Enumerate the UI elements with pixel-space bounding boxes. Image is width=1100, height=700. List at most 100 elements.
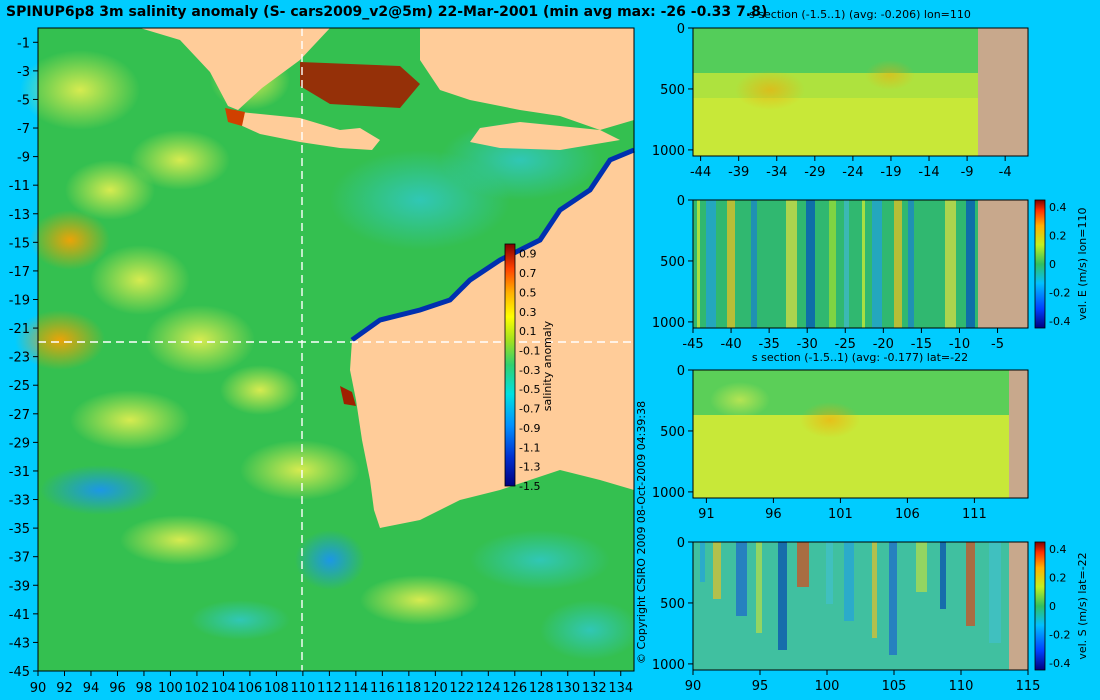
- panel4-colorbar: [1034, 541, 1046, 671]
- section-y-tick-label: 0: [677, 536, 685, 551]
- coastal-low-salinity: [350, 147, 635, 343]
- map-y-tick-label: -37: [9, 551, 30, 566]
- panel4-stripe: [736, 542, 747, 616]
- map-x-tick-label: 126: [502, 681, 527, 696]
- map-x-tick-label: 120: [423, 681, 448, 696]
- section-x-tick-label: -35: [759, 337, 780, 352]
- salinity-colorbar-ticks: 0.9 0.7 0.5 0.3 0.1 -0.1 -0.3 -0.5 -0.7 -0.9 -1.1 -…: [519, 248, 540, 493]
- java-land: [238, 112, 380, 150]
- panel2-stripe: [806, 200, 815, 328]
- panel2-stripe: [844, 200, 849, 328]
- section-x-tick-label: 106: [895, 507, 920, 522]
- panel4-stripe: [778, 542, 787, 650]
- australia-land: [350, 150, 634, 528]
- section-y-tick-label: 0: [677, 194, 685, 209]
- velocity-colorbar-tick: -0.2: [1049, 628, 1070, 641]
- panel2-stripe: [786, 200, 797, 328]
- velocity-colorbar-tick: 0.2: [1049, 230, 1067, 243]
- map-x-tick-label: 130: [555, 681, 580, 696]
- panel4-stripe: [713, 542, 721, 599]
- map-x-tick-label: 106: [237, 681, 262, 696]
- map-y-tick-label: -41: [9, 608, 30, 623]
- map-x-tick-label: 100: [158, 681, 183, 696]
- section-x-tick-label: 95: [752, 679, 769, 694]
- salinity-colorbar-tick: -1.1: [519, 441, 540, 454]
- map-y-tick-label: -39: [9, 579, 30, 594]
- salinity-colorbar-tick: -0.1: [519, 344, 540, 357]
- map-y-tick-label: -19: [9, 293, 30, 308]
- section-x-tick-label: 101: [828, 507, 853, 522]
- velocity-colorbar-tick: -0.4: [1049, 315, 1070, 328]
- map-frame: [37, 27, 635, 672]
- panel1-axes: -44 -39 -34 -29 -24 -19 -14 -9 -4 0 500 1000: [652, 22, 1012, 180]
- panel2-stripe: [872, 200, 882, 328]
- map-title: SPINUP6p8 3m salinity anomaly (S- cars20…: [6, 4, 767, 20]
- map-y-tick-label: -9: [17, 151, 30, 166]
- velocity-colorbar-tick: 0: [1049, 600, 1056, 613]
- panel2-ylabel: vel. E (m/s) lon=110: [1076, 208, 1089, 321]
- velocity-colorbar-tick: 0.4: [1049, 543, 1067, 556]
- map-x-tick-label: 132: [582, 681, 607, 696]
- map-x-tick-label: 114: [343, 681, 368, 696]
- map-y-tick-label: -25: [9, 379, 30, 394]
- copyright-text: © Copyright CSIRO 2009 08-Oct-2009 04:39…: [635, 401, 648, 664]
- section-x-tick-label: 91: [698, 507, 715, 522]
- section-x-tick-label: -14: [918, 165, 939, 180]
- salinity-colorbar-tick: 0.7: [519, 267, 537, 280]
- panel2-field: [693, 200, 1028, 328]
- salinity-colorbar-tick: -0.5: [519, 383, 540, 396]
- section-x-tick-label: -40: [720, 337, 741, 352]
- panel1-land: [978, 28, 1028, 156]
- map-y-tick-label: -31: [9, 465, 30, 480]
- section-x-tick-label: 96: [765, 507, 782, 522]
- map-x-axis: 90 92 94 96 98 100 102 104 106 108 110 112 114 116 118…: [30, 671, 633, 696]
- panel4-stripe: [872, 542, 877, 638]
- panel3-s-section-lat-22: [692, 369, 1029, 499]
- salinity-colorbar-tick: 0.9: [519, 248, 537, 261]
- map-y-tick-label: -7: [17, 122, 30, 137]
- velocity-colorbar-tick: 0.2: [1049, 572, 1067, 585]
- section-x-tick-label: 100: [815, 679, 840, 694]
- panel4-stripe: [826, 542, 833, 604]
- panel4-stripe: [940, 542, 946, 609]
- velocity-colorbar-tick: 0: [1049, 258, 1056, 271]
- panel2-land: [978, 200, 1028, 328]
- panel3-title: s section (-1.5..1) (avg: -0.177) lat=-2…: [752, 351, 968, 364]
- section-x-tick-label: 111: [962, 507, 987, 522]
- map-x-tick-label: 124: [476, 681, 501, 696]
- panel4-stripe: [989, 542, 1001, 643]
- panel2-colorbar: [1034, 199, 1046, 329]
- map-y-tick-label: -45: [9, 665, 30, 680]
- map-x-tick-label: 110: [290, 681, 315, 696]
- panel2-stripe: [767, 200, 771, 328]
- salinity-colorbar-label: salinity anomaly: [541, 320, 554, 411]
- map-y-tick-label: -43: [9, 636, 30, 651]
- panel3-land: [1009, 370, 1028, 498]
- salinity-colorbar-tick: 0.3: [519, 306, 537, 319]
- map-x-tick-label: 98: [136, 681, 153, 696]
- section-x-tick-label: -44: [690, 165, 711, 180]
- section-y-tick-label: 0: [677, 22, 685, 37]
- section-x-tick-label: -34: [766, 165, 787, 180]
- section-y-tick-label: 500: [660, 597, 685, 612]
- section-x-tick-label: -24: [842, 165, 863, 180]
- map-y-tick-label: -29: [9, 436, 30, 451]
- panel2-axes: -45 -40 -35 -30 -25 -20 -15 -10 -5 0 500 1000: [652, 194, 1004, 352]
- section-x-tick-label: -5: [991, 337, 1004, 352]
- map-x-tick-label: 128: [529, 681, 554, 696]
- salinity-colorbar-tick: -1.3: [519, 461, 540, 474]
- panel2-stripe: [751, 200, 757, 328]
- map-y-tick-label: -3: [17, 65, 30, 80]
- map-y-tick-label: -11: [9, 179, 30, 194]
- panel4-axes: 90 95 100 105 110 115 0 500 1000: [652, 536, 1041, 694]
- section-x-tick-label: 115: [1016, 679, 1041, 694]
- java-sea-anomaly: [300, 62, 420, 108]
- panel2-colorbar-ticks: 0.4 0.2 0 -0.2 -0.4: [1049, 201, 1070, 328]
- panel4-stripe: [889, 542, 897, 655]
- panel4-land: [1009, 542, 1028, 670]
- salinity-colorbar-tick: 0.1: [519, 325, 537, 338]
- map-x-tick-label: 122: [449, 681, 474, 696]
- velocity-colorbar-tick: -0.4: [1049, 657, 1070, 670]
- map-y-tick-label: -35: [9, 522, 30, 537]
